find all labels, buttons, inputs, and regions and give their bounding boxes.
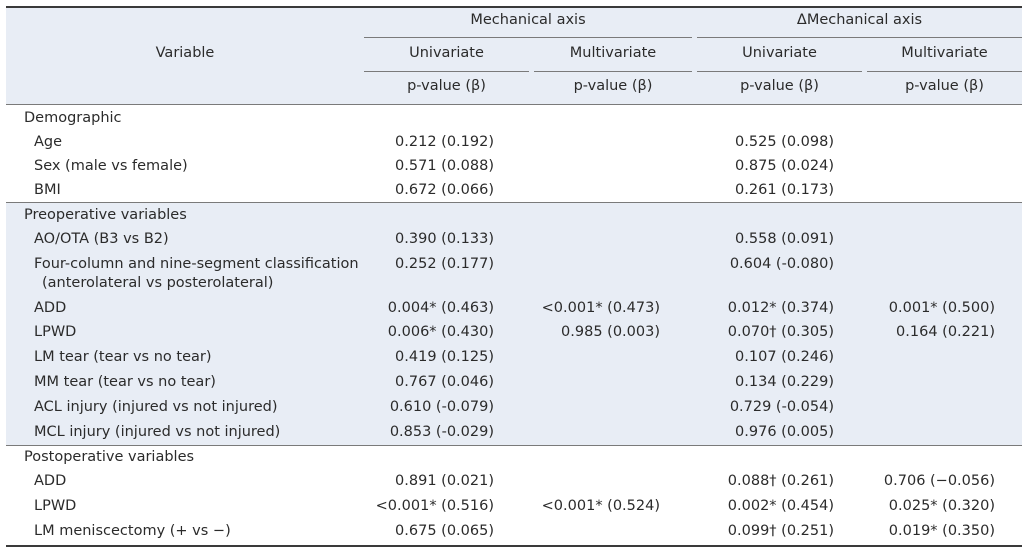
cell-dmech-uni: 0.729 (-0.054) [729,399,834,415]
cell-mech-uni: 0.419 (0.125) [395,349,494,365]
table-row: Age 0.212 (0.192) 0.525 (0.098) [6,132,1022,157]
cell-dmech-uni: 0.134 (0.229) [735,374,834,390]
table-row: LPWD 0.006* (0.430) 0.985 (0.003) 0.070†… [6,322,1022,347]
cell-dmech-multi: 0.001* (0.500) [888,300,995,316]
row-label: LPWD [34,324,77,340]
row-label: MCL injury (injured vs not injured) [34,424,281,440]
cell-mech-uni: 0.390 (0.133) [395,231,494,247]
section-divider [6,202,1022,203]
row-label-continued: (anterolateral vs posterolateral) [42,275,274,291]
cell-mech-uni: 0.675 (0.065) [395,523,494,539]
section-postoperative: Postoperative variables ADD 0.891 (0.021… [6,446,1022,546]
table-row: AO/OTA (B3 vs B2) 0.390 (0.133) 0.558 (0… [6,229,1022,254]
cell-mech-uni: 0.610 (-0.079) [389,399,494,415]
section-divider [6,445,1022,446]
cell-dmech-uni: 0.012* (0.374) [727,300,834,316]
cell-dmech-uni: 0.099† (0.251) [727,523,834,539]
cell-mech-multi: 0.985 (0.003) [561,324,660,340]
table-row: ADD 0.891 (0.021) 0.088† (0.261) 0.706 (… [6,471,1022,496]
row-label: Sex (male vs female) [34,158,188,174]
table-row: ADD 0.004* (0.463) <0.001* (0.473) 0.012… [6,298,1022,323]
section-title: Preoperative variables [24,207,187,223]
row-label: LM meniscectomy (+ vs −) [34,523,231,539]
bottom-rule [6,545,1022,547]
row-label: ADD [34,300,67,316]
pvalue-header-1: p-value (β) [407,78,486,94]
cell-dmech-multi: 0.019* (0.350) [888,523,995,539]
group2-header: ΔMechanical axis [796,12,923,28]
subheader-underline-2 [534,71,692,72]
cell-mech-uni: 0.672 (0.066) [395,182,494,198]
row-label: MM tear (tear vs no tear) [34,374,216,390]
univariate-header-2: Univariate [742,45,817,61]
subheader-underline-1 [364,71,529,72]
multivariate-header-2: Multivariate [901,45,988,61]
cell-mech-uni: 0.891 (0.021) [395,473,494,489]
row-label: AO/OTA (B3 vs B2) [34,231,169,247]
table-row: MM tear (tear vs no tear) 0.767 (0.046) … [6,372,1022,397]
row-label: LM tear (tear vs no tear) [34,349,212,365]
cell-dmech-uni: 0.976 (0.005) [735,424,834,440]
table-row: LM meniscectomy (+ vs −) 0.675 (0.065) 0… [6,521,1022,546]
cell-mech-uni: 0.212 (0.192) [395,134,494,150]
cell-dmech-multi: 0.706 (−0.056) [883,473,995,489]
table-row: LPWD <0.001* (0.516) <0.001* (0.524) 0.0… [6,496,1022,521]
cell-dmech-uni: 0.107 (0.246) [735,349,834,365]
pvalue-header-2: p-value (β) [573,78,653,94]
cell-mech-uni: 0.252 (0.177) [395,256,494,272]
section-title: Demographic [24,110,122,126]
cell-dmech-multi: 0.164 (0.221) [896,324,995,340]
multivariate-header-1: Multivariate [569,45,657,61]
group1-underline [364,37,692,38]
table-row: MCL injury (injured vs not injured) 0.85… [6,422,1022,447]
group1-header: Mechanical axis [470,12,586,28]
cell-mech-uni: 0.006* (0.430) [387,324,494,340]
row-label: ACL injury (injured vs not injured) [34,399,278,415]
section-title-row: Demographic [6,108,1022,133]
row-label: BMI [34,182,61,198]
section-title-row: Preoperative variables [6,205,1022,230]
cell-mech-multi: <0.001* (0.524) [541,498,660,514]
cell-mech-uni: 0.004* (0.463) [387,300,494,316]
row-label: Four-column and nine-segment classificat… [34,256,359,272]
cell-mech-uni: 0.853 (-0.029) [389,424,494,440]
cell-mech-uni: 0.767 (0.046) [395,374,494,390]
cell-dmech-multi: 0.025* (0.320) [888,498,995,514]
section-preoperative: Preoperative variables AO/OTA (B3 vs B2)… [6,203,1022,445]
cell-mech-uni: 0.571 (0.088) [395,158,494,174]
section-title: Postoperative variables [24,449,195,465]
table-row: BMI 0.672 (0.066) 0.261 (0.173) [6,180,1022,205]
cell-mech-multi: <0.001* (0.473) [541,300,660,316]
row-label: LPWD [34,498,77,514]
cell-dmech-uni: 0.875 (0.024) [735,158,834,174]
cell-dmech-uni: 0.558 (0.091) [735,231,834,247]
table-row: Sex (male vs female) 0.571 (0.088) 0.875… [6,156,1022,181]
pvalue-header-3: p-value (β) [740,78,819,94]
top-rule [6,6,1022,8]
cell-mech-uni: <0.001* (0.516) [375,498,494,514]
table-row: LM tear (tear vs no tear) 0.419 (0.125) … [6,347,1022,372]
table-row: Four-column and nine-segment classificat… [6,254,1022,296]
variable-header: Variable [155,45,215,61]
section-title-row: Postoperative variables [6,447,1022,472]
subheader-underline-3 [697,71,862,72]
section-demographic: Demographic Age 0.212 (0.192) 0.525 (0.0… [6,105,1022,202]
cell-dmech-uni: 0.002* (0.454) [727,498,834,514]
row-label: Age [34,134,63,150]
table-header-background [6,6,1022,104]
row-label: ADD [34,473,67,489]
cell-dmech-uni: 0.604 (-0.080) [729,256,834,272]
table-row: ACL injury (injured vs not injured) 0.61… [6,397,1022,422]
cell-dmech-uni: 0.525 (0.098) [735,134,834,150]
subheader-underline-4 [867,71,1022,72]
univariate-header-1: Univariate [409,45,484,61]
cell-dmech-uni: 0.088† (0.261) [727,473,834,489]
header-bottom-rule [6,104,1022,105]
pvalue-header-4: p-value (β) [905,78,984,94]
group2-underline [697,37,1022,38]
cell-dmech-uni: 0.261 (0.173) [735,182,834,198]
cell-dmech-uni: 0.070† (0.305) [727,324,834,340]
